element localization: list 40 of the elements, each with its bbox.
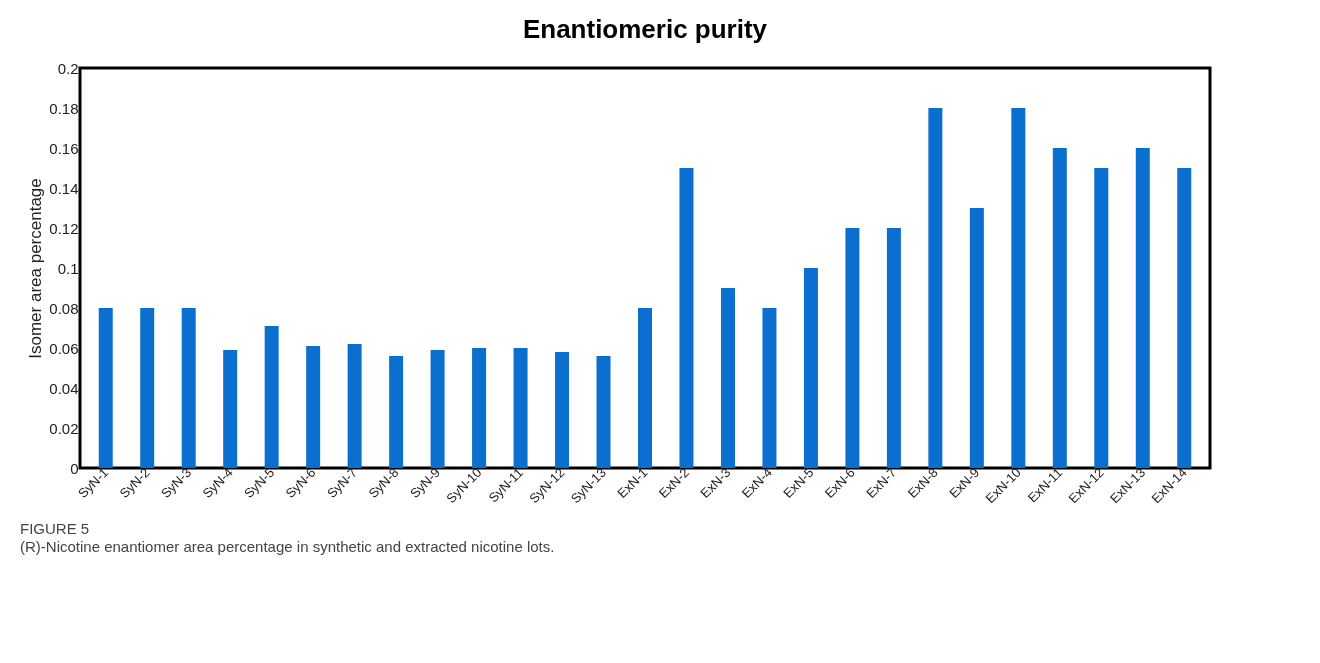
bar <box>720 288 735 468</box>
bar <box>389 356 404 468</box>
bar <box>1177 168 1192 468</box>
caption: FIGURE 5 <box>20 520 90 537</box>
text: (R)-Nicotine enantiomer area percentage in synthetic and extracted nicotine lots. <box>20 538 555 555</box>
bar <box>886 228 901 468</box>
y-tick-label: 0.08 <box>49 299 79 317</box>
bar <box>140 308 155 468</box>
bar <box>1135 148 1150 468</box>
y-tick-label: 0.12 <box>49 219 79 237</box>
bar <box>472 348 487 468</box>
bar <box>223 350 238 468</box>
bar <box>1094 168 1109 468</box>
y-tick-label: 0.06 <box>49 339 79 357</box>
bar <box>1011 108 1026 468</box>
bar <box>803 268 818 468</box>
bar <box>845 228 860 468</box>
bar <box>264 326 279 468</box>
bar <box>638 308 652 468</box>
y-tick-label: 0.16 <box>49 139 79 157</box>
y-axis-title: Isomer area percentage <box>26 178 46 359</box>
bar <box>1052 148 1067 468</box>
bar <box>679 168 694 468</box>
y-tick-label: 0.02 <box>49 419 79 437</box>
bar <box>928 108 943 468</box>
y-tick-label: 0 <box>70 459 79 477</box>
y-tick-label: 0.2 <box>57 59 79 77</box>
y-tick-label: 0.18 <box>49 99 79 117</box>
bar <box>347 344 362 468</box>
bar <box>430 350 445 468</box>
bar <box>969 208 984 468</box>
bar <box>181 308 196 468</box>
bar <box>596 356 611 468</box>
bar <box>98 308 113 468</box>
y-tick-label: 0.1 <box>57 259 79 277</box>
bar <box>513 348 528 468</box>
chart-title: Enantiomeric purity <box>522 14 768 44</box>
bar <box>306 346 321 468</box>
bar <box>762 308 777 468</box>
bar <box>555 352 570 468</box>
